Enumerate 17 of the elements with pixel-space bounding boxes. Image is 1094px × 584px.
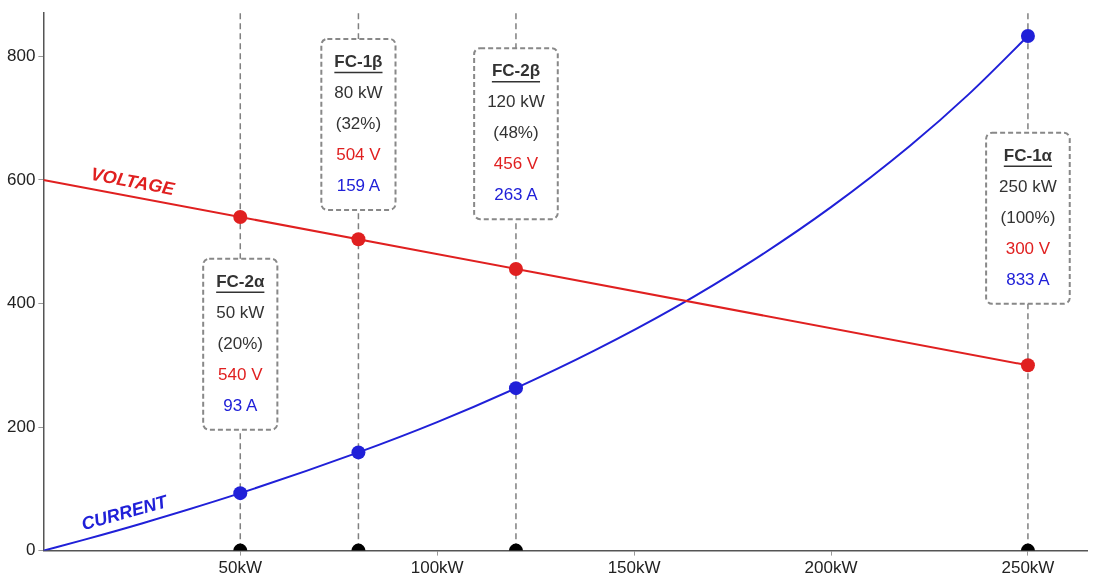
y-tick-label: 200 (6, 416, 36, 436)
annotation: FC-2α 50 kW (20%) 540 V 93 A (216, 271, 265, 415)
annotation: FC-1β 80 kW (32%) 504 V 159 A (334, 52, 383, 196)
text: VOLTAGE (89, 163, 177, 200)
x-tick-label: 250kW (1001, 558, 1055, 578)
x-tick-label: 200kW (804, 558, 858, 578)
point (1020, 29, 1035, 44)
y-tick-label: 400 (6, 293, 36, 313)
x-tick-label: 150kW (607, 558, 661, 578)
y-tick-label: 800 (6, 46, 36, 66)
x-tick-label: 50kW (218, 558, 263, 578)
x-tick-label: 100kW (410, 558, 464, 578)
y-tick-label: 600 (6, 169, 36, 189)
y-tick-label: 0 (25, 540, 36, 560)
annotation: FC-2β 120 kW (48%) 456 V 263 A (487, 61, 545, 205)
annotation: FC-1α 250 kW (100%) 300 V 833 A (999, 145, 1057, 289)
point (1020, 358, 1035, 373)
